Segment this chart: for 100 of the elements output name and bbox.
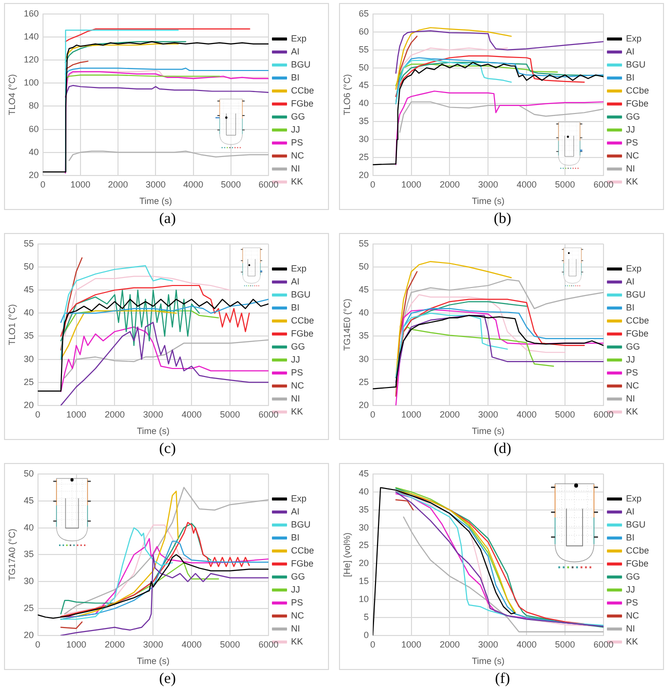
legend-label: Exp xyxy=(290,33,307,44)
x-tick-label: 5000 xyxy=(555,639,576,650)
y-axis-title: TG17A0 (°C) xyxy=(6,528,17,581)
y-tick-label: 30 xyxy=(24,354,34,364)
x-tick-label: 0 xyxy=(40,179,46,190)
legend-label: BGU xyxy=(290,289,311,300)
legend-label: GG xyxy=(290,571,306,582)
legend-label: KK xyxy=(626,176,638,186)
x-tick-label: 3000 xyxy=(143,409,164,420)
x-tick-label: 5000 xyxy=(220,639,240,650)
y-tick-label: 35 xyxy=(24,549,34,560)
legend-label: CCbe xyxy=(626,315,650,326)
legend-label: AI xyxy=(626,276,635,286)
y-tick-label: 50 xyxy=(358,62,369,72)
x-tick-label: 6000 xyxy=(593,179,614,190)
y-tick-label: 100 xyxy=(24,78,39,88)
legend-label: NI xyxy=(626,623,635,634)
x-tick-label: 6000 xyxy=(593,409,614,420)
x-tick-label: 6000 xyxy=(258,639,279,650)
x-tick-label: 5000 xyxy=(555,409,576,420)
legend-label: AI xyxy=(626,46,635,56)
y-tick-label: 120 xyxy=(24,54,39,65)
y-tick-label: 160 xyxy=(24,8,39,18)
x-tick-label: 3000 xyxy=(478,639,498,650)
text: (e) xyxy=(158,670,177,688)
legend-label: FGbe xyxy=(626,558,649,568)
x-tick-label: 3000 xyxy=(143,639,164,650)
y-axis-title: [He] (vol%) xyxy=(342,532,352,577)
legend-label: FGbe xyxy=(626,328,649,338)
y-tick-label: 0 xyxy=(364,630,369,640)
x-tick-label: 2000 xyxy=(440,409,460,420)
y-tick-label: 20 xyxy=(358,170,369,180)
y-tick-label: 35 xyxy=(358,116,369,126)
y-tick-label: 45 xyxy=(24,495,34,506)
legend-label: GG xyxy=(626,341,640,352)
y-tick-label: 50 xyxy=(24,262,34,272)
y-tick-label: 60 xyxy=(358,26,369,36)
legend-label: FGbe xyxy=(290,328,314,338)
y-tick-label: 25 xyxy=(24,376,34,387)
x-tick-label: 4000 xyxy=(516,409,537,420)
y-tick-label: 35 xyxy=(358,330,369,341)
x-axis-title: Time (s) xyxy=(472,656,504,666)
legend-label: KK xyxy=(290,406,304,416)
y-tick-label: 20 xyxy=(358,400,369,410)
x-tick-label: 4000 xyxy=(516,639,537,650)
legend-label: KK xyxy=(626,636,638,646)
x-tick-label: 5000 xyxy=(220,409,240,420)
legend-label: Exp xyxy=(626,493,642,504)
y-tick-label: 40 xyxy=(28,146,39,157)
legend-label: BGU xyxy=(626,519,646,530)
legend-label: NI xyxy=(290,393,300,404)
x-axis-title: Time (s) xyxy=(139,196,172,206)
legend-label: GG xyxy=(626,111,640,122)
x-tick-label: 0 xyxy=(370,639,376,650)
legend-label: JJ xyxy=(290,354,300,364)
x-tick-label: 2000 xyxy=(104,409,125,420)
y-tick-label: 20 xyxy=(24,400,34,410)
legend-label: JJ xyxy=(290,584,300,594)
legend-label: BI xyxy=(626,302,635,312)
x-axis-title: Time (s) xyxy=(136,656,170,666)
y-tick-label: 30 xyxy=(358,134,369,144)
x-tick-label: 1000 xyxy=(401,639,422,650)
x-tick-label: 3000 xyxy=(146,179,166,190)
y-tick-label: 45 xyxy=(358,284,369,295)
y-tick-label: 45 xyxy=(358,468,369,478)
legend-label: KK xyxy=(290,636,304,646)
x-tick-label: 4000 xyxy=(182,639,202,650)
y-tick-label: 10 xyxy=(358,594,369,604)
legend-label: CCbe xyxy=(290,85,314,96)
x-tick-label: 1000 xyxy=(66,409,86,420)
legend-label: GG xyxy=(626,571,640,582)
legend-label: BGU xyxy=(290,59,311,70)
legend-label: JJ xyxy=(290,124,300,134)
x-tick-label: 0 xyxy=(370,179,376,190)
y-tick-label: 25 xyxy=(358,376,369,387)
x-tick-label: 2000 xyxy=(108,179,128,190)
x-axis-title: Time (s) xyxy=(472,426,504,436)
x-tick-label: 3000 xyxy=(478,179,498,190)
x-tick-label: 1000 xyxy=(70,179,90,190)
legend-label: AI xyxy=(290,276,300,286)
x-tick-label: 6000 xyxy=(258,179,279,190)
y-tick-label: 30 xyxy=(24,576,34,586)
legend-label: CCbe xyxy=(290,545,314,556)
x-tick-label: 1000 xyxy=(401,179,422,190)
y-tick-label: 30 xyxy=(358,522,369,532)
y-tick-label: 45 xyxy=(24,284,34,295)
x-tick-label: 4000 xyxy=(183,179,204,190)
legend-label: BI xyxy=(290,72,300,82)
y-tick-label: 50 xyxy=(24,468,34,478)
legend-label: Exp xyxy=(626,263,642,274)
legend-label: PS xyxy=(626,137,638,148)
legend-label: NC xyxy=(290,380,304,390)
x-axis-title: Time (s) xyxy=(472,196,504,206)
y-tick-label: 20 xyxy=(28,170,39,180)
y-tick-label: 30 xyxy=(358,354,369,364)
y-tick-label: 40 xyxy=(358,486,369,496)
x-tick-label: 2000 xyxy=(104,639,125,650)
y-tick-label: 25 xyxy=(24,602,34,613)
x-tick-label: 4000 xyxy=(182,409,202,420)
x-tick-label: 4000 xyxy=(516,179,537,190)
